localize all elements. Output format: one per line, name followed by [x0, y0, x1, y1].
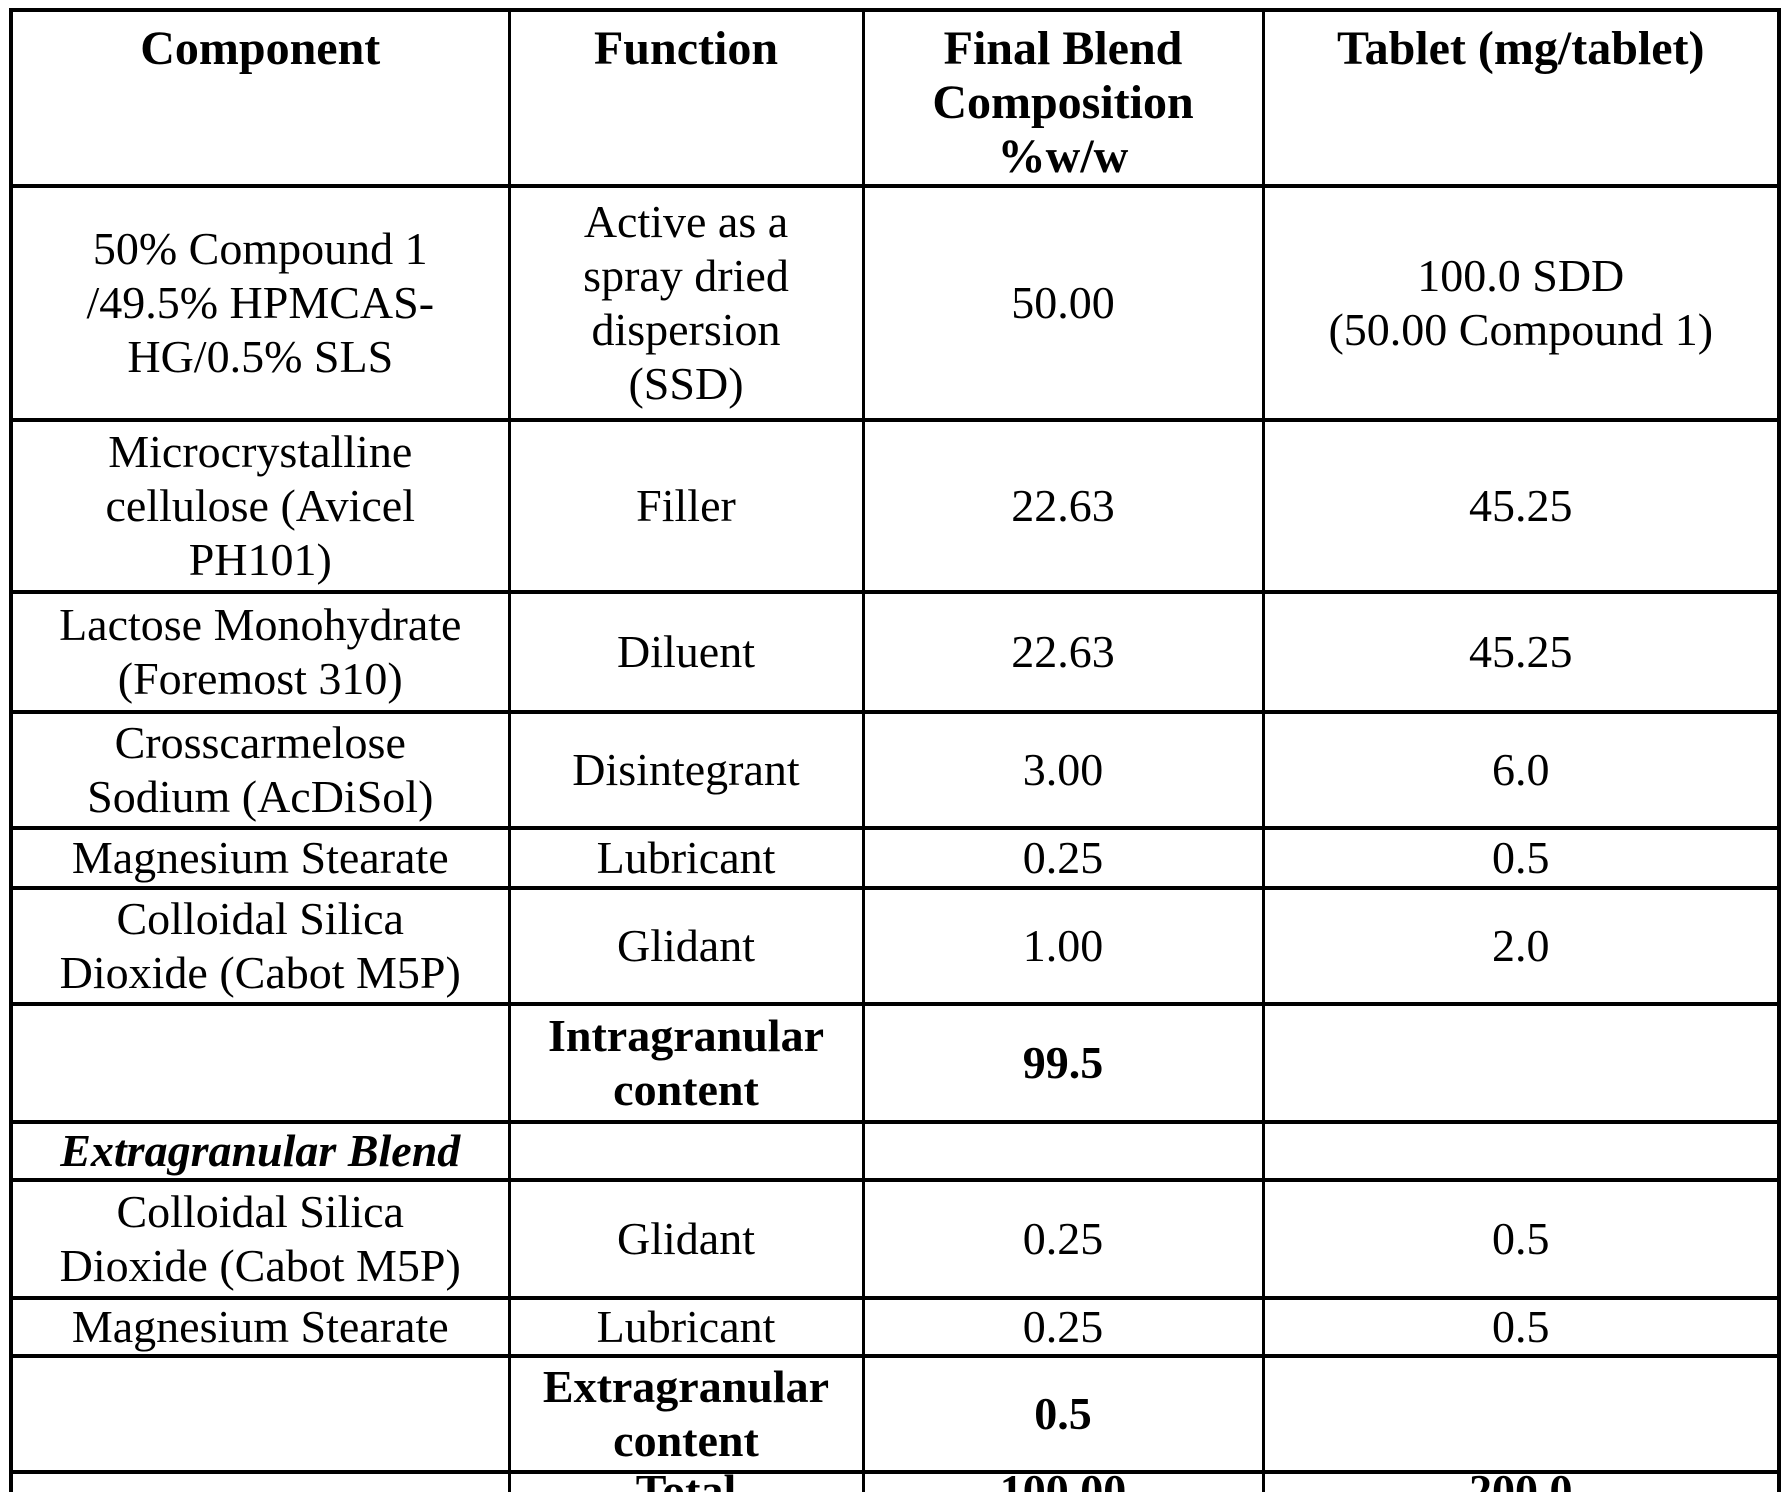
cell-function: Active as a spray dried dispersion (SSD): [507, 184, 865, 422]
cell-function: [507, 1120, 865, 1182]
cell-component: 50% Compound 1 /49.5% HPMCAS- HG/0.5% SL…: [9, 184, 511, 422]
cell-blend-pct: 22.63: [861, 590, 1265, 714]
header-final-blend-composition: Final Blend Composition %w/w: [861, 8, 1265, 188]
cell-function: Glidant: [507, 886, 865, 1006]
cell-blend-pct: 0.25: [861, 1178, 1265, 1300]
cell-component: [9, 1002, 511, 1124]
cell-tablet-mg: 6.0: [1261, 710, 1781, 830]
cell-blend-pct: 100.00: [861, 1470, 1265, 1492]
cell-blend-pct: 0.25: [861, 826, 1265, 890]
row-total: Total 100.00 200.0: [9, 1470, 1781, 1492]
row-extragranular-content: Extragranular content 0.5: [9, 1354, 1781, 1474]
cell-component: Crosscarmelose Sodium (AcDiSol): [9, 710, 511, 830]
cell-component: [9, 1470, 511, 1492]
cell-component: Extragranular Blend: [9, 1120, 511, 1182]
cell-blend-pct: [861, 1120, 1265, 1182]
cell-function: Glidant: [507, 1178, 865, 1300]
cell-blend-pct: 0.5: [861, 1354, 1265, 1474]
row-magnesium-stearate-intragranular: Magnesium Stearate Lubricant 0.25 0.5: [9, 826, 1781, 890]
cell-blend-pct: 22.63: [861, 418, 1265, 594]
cell-component: Colloidal Silica Dioxide (Cabot M5P): [9, 1178, 511, 1300]
cell-blend-pct: 1.00: [861, 886, 1265, 1006]
header-row: Component Function Final Blend Compositi…: [9, 8, 1781, 188]
cell-tablet-mg: 0.5: [1261, 1178, 1781, 1300]
cell-function: Intragranular content: [507, 1002, 865, 1124]
cell-tablet-mg: [1261, 1002, 1781, 1124]
cell-tablet-mg: 45.25: [1261, 590, 1781, 714]
row-crosscarmelose-sodium: Crosscarmelose Sodium (AcDiSol) Disinteg…: [9, 710, 1781, 830]
header-component: Component: [9, 8, 511, 188]
row-magnesium-stearate-extragranular: Magnesium Stearate Lubricant 0.25 0.5: [9, 1296, 1781, 1358]
cell-tablet-mg: 0.5: [1261, 1296, 1781, 1358]
cell-blend-pct: 99.5: [861, 1002, 1265, 1124]
cell-tablet-mg: 0.5: [1261, 826, 1781, 890]
cell-function: Disintegrant: [507, 710, 865, 830]
cell-component: [9, 1354, 511, 1474]
row-lactose-monohydrate: Lactose Monohydrate (Foremost 310) Dilue…: [9, 590, 1781, 714]
formulation-table: Component Function Final Blend Compositi…: [9, 8, 1781, 1492]
row-extragranular-blend-label: Extragranular Blend: [9, 1120, 1781, 1182]
row-microcrystalline-cellulose: Microcrystalline cellulose (Avicel PH101…: [9, 418, 1781, 594]
cell-function: Diluent: [507, 590, 865, 714]
cell-tablet-mg: 200.0: [1261, 1470, 1781, 1492]
cell-function: Filler: [507, 418, 865, 594]
row-active-sdd: 50% Compound 1 /49.5% HPMCAS- HG/0.5% SL…: [9, 184, 1781, 422]
header-tablet-mg: Tablet (mg/tablet): [1261, 8, 1781, 188]
cell-component: Microcrystalline cellulose (Avicel PH101…: [9, 418, 511, 594]
cell-function: Total: [507, 1470, 865, 1492]
cell-component: Colloidal Silica Dioxide (Cabot M5P): [9, 886, 511, 1006]
cell-blend-pct: 0.25: [861, 1296, 1265, 1358]
cell-component: Magnesium Stearate: [9, 826, 511, 890]
cell-function: Lubricant: [507, 826, 865, 890]
row-colloidal-silica-intragranular: Colloidal Silica Dioxide (Cabot M5P) Gli…: [9, 886, 1781, 1006]
cell-component: Lactose Monohydrate (Foremost 310): [9, 590, 511, 714]
header-function: Function: [507, 8, 865, 188]
cell-blend-pct: 3.00: [861, 710, 1265, 830]
row-colloidal-silica-extragranular: Colloidal Silica Dioxide (Cabot M5P) Gli…: [9, 1178, 1781, 1300]
cell-tablet-mg: 100.0 SDD (50.00 Compound 1): [1261, 184, 1781, 422]
cell-tablet-mg: [1261, 1354, 1781, 1474]
cell-function: Lubricant: [507, 1296, 865, 1358]
cell-blend-pct: 50.00: [861, 184, 1265, 422]
row-intragranular-content: Intragranular content 99.5: [9, 1002, 1781, 1124]
cell-tablet-mg: 2.0: [1261, 886, 1781, 1006]
cell-tablet-mg: [1261, 1120, 1781, 1182]
cell-component: Magnesium Stearate: [9, 1296, 511, 1358]
cell-tablet-mg: 45.25: [1261, 418, 1781, 594]
cell-function: Extragranular content: [507, 1354, 865, 1474]
